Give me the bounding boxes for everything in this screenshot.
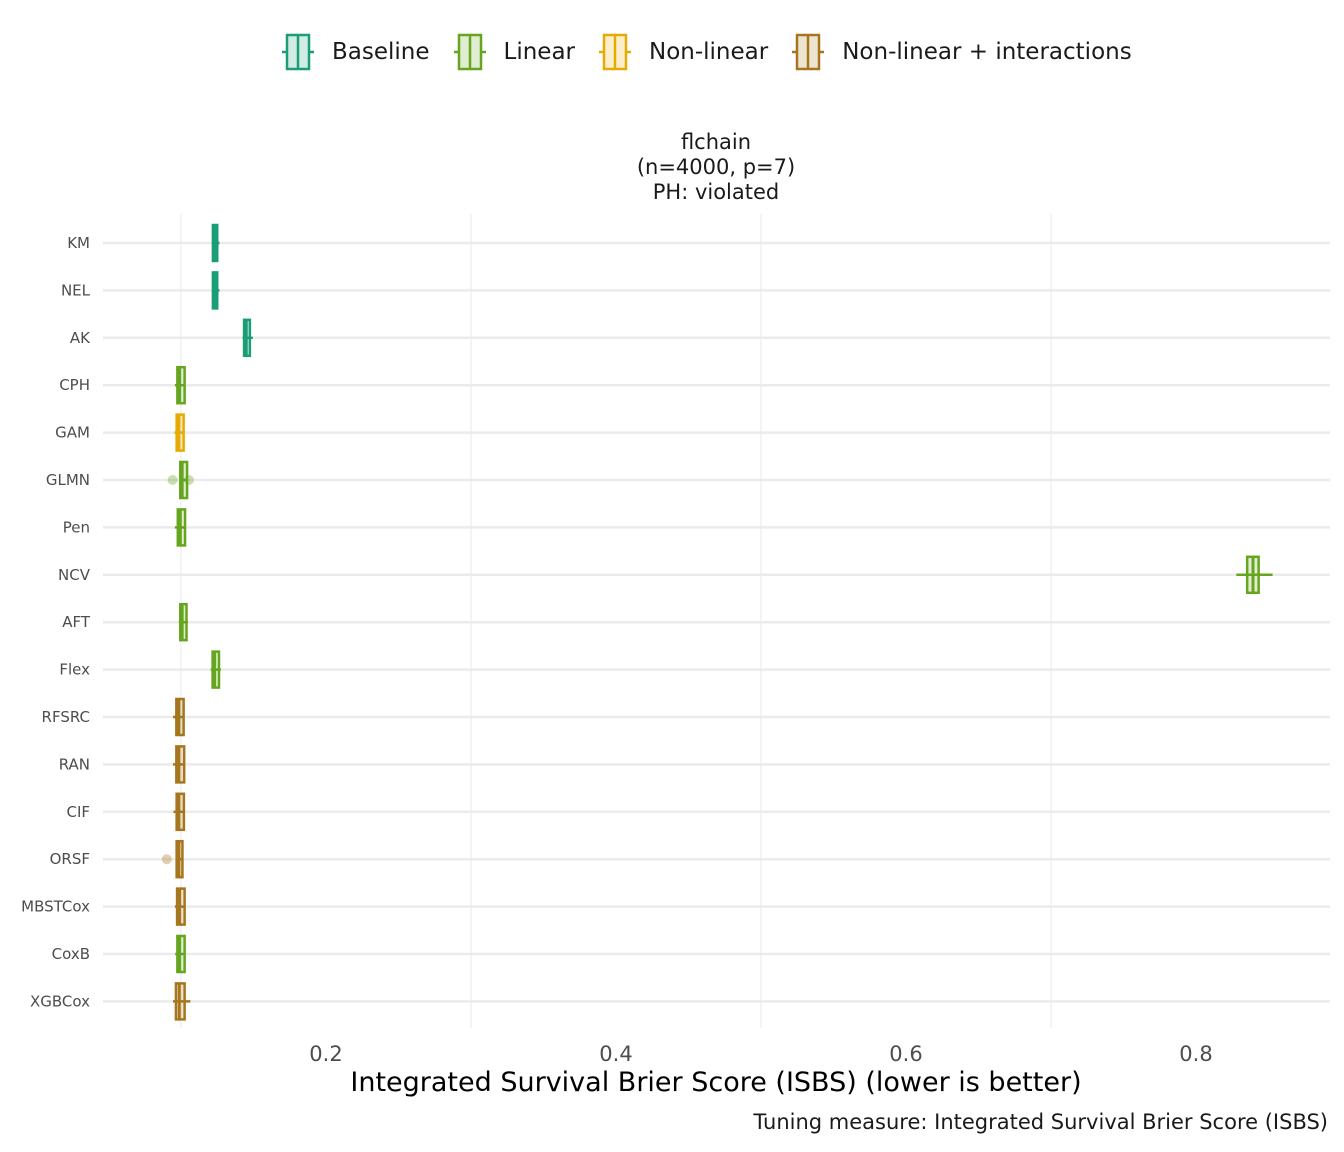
x-tick-label: 0.6 xyxy=(889,1042,922,1066)
legend-label-nonlinear-interactions: Non-linear + interactions xyxy=(842,39,1132,65)
y-tick-label: RAN xyxy=(59,755,90,773)
x-tick-label: 0.4 xyxy=(599,1042,632,1066)
y-tick-label: CIF xyxy=(66,803,90,821)
box-outlier xyxy=(167,475,178,485)
legend-label-nonlinear: Non-linear xyxy=(649,39,769,65)
y-tick-label: MBSTCox xyxy=(21,898,90,916)
box-iqr xyxy=(179,460,189,500)
y-tick-label: KM xyxy=(67,234,90,252)
legend-key-linear xyxy=(453,33,486,71)
legend-label-linear: Linear xyxy=(503,39,575,65)
y-tick-label: XGBCox xyxy=(30,992,90,1010)
legend-item-nonlinear: Non-linear xyxy=(597,32,768,72)
y-tick-label: ORSF xyxy=(50,850,90,868)
y-tick-label: Pen xyxy=(63,518,90,536)
y-tick-label: NCV xyxy=(58,566,91,584)
panel-title-dataset: flchain xyxy=(680,130,752,154)
y-tick-label: GAM xyxy=(55,424,90,442)
y-tick-label: RFSRC xyxy=(42,708,90,726)
y-tick-label: CPH xyxy=(59,376,90,394)
legend: Baseline Linear Non-linear Non-linear + … xyxy=(280,32,1154,72)
box-outlier xyxy=(183,475,194,485)
y-tick-label: Flex xyxy=(59,661,90,679)
caption: Tuning measure: Integrated Survival Brie… xyxy=(753,1110,1328,1134)
y-tick-label: GLMN xyxy=(46,471,90,489)
x-tick-label: 0.8 xyxy=(1179,1042,1212,1066)
legend-item-linear: Linear xyxy=(452,32,575,72)
y-tick-label: AFT xyxy=(62,613,91,631)
panel-title-dimensions: (n=4000, p=7) xyxy=(636,155,796,179)
y-tick-label: NEL xyxy=(61,281,91,299)
legend-item-nonlinear-interactions: Non-linear + interactions xyxy=(790,32,1132,72)
legend-key-nonlinear-interactions xyxy=(792,33,825,71)
panel-title-ph: PH: violated xyxy=(652,180,780,204)
legend-key-nonlinear xyxy=(599,33,631,71)
y-tick-label: CoxB xyxy=(52,945,90,963)
y-tick-label: AK xyxy=(70,329,91,347)
x-tick-label: 0.2 xyxy=(309,1042,342,1066)
box-outlier xyxy=(161,854,172,865)
legend-item-baseline: Baseline xyxy=(280,32,430,72)
legend-label-baseline: Baseline xyxy=(332,39,430,65)
legend-key-baseline xyxy=(282,33,314,71)
x-axis-label: Integrated Survival Brier Score (ISBS) (… xyxy=(350,1067,1082,1098)
